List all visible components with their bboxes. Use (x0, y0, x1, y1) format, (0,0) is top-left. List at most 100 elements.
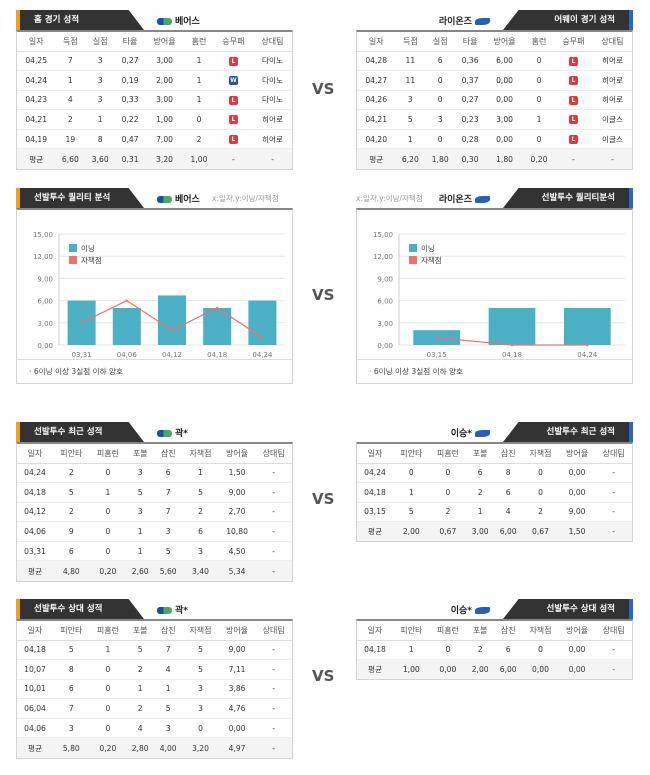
pitcher-recent-panel-right: 이승* 선발투수 최근 성적 일자 피안타 피홈런 포볼 삼진 자책점 방어율 상대팀 04,2… (356, 420, 633, 543)
lions-logo-icon (475, 196, 490, 203)
average-cell: 1,00 (184, 148, 214, 169)
table-cell: 7,11 (218, 659, 256, 680)
vs-label: VS (312, 490, 335, 508)
table-header-row: 일자 피안타 피홈런 포볼 삼진 자책점 방어율 상대팀 (357, 444, 632, 464)
point-earned-runs (170, 329, 174, 332)
table-cell: 다이노 (252, 90, 292, 111)
average-cell: 2,80 (126, 737, 155, 758)
pitcher-vs-name-right: 이승* (451, 603, 493, 616)
column-header: 타율 (115, 32, 146, 52)
point-earned-runs (435, 336, 438, 339)
table-cell: 0 (429, 463, 467, 484)
table-cell: 이글스 (592, 129, 632, 150)
table-cell: - (255, 698, 292, 719)
table-cell: 5 (53, 482, 90, 503)
bar-innings (563, 308, 611, 345)
pitcher-name-left: 곽* (154, 426, 188, 439)
table-cell: 2 (466, 640, 495, 661)
table-cell: 8 (85, 129, 116, 150)
table-cell: 0 (89, 718, 127, 739)
result-cell: L (213, 90, 253, 111)
column-header: 피홈런 (429, 444, 467, 464)
table-cell: 04,19 (17, 129, 56, 150)
average-cell: 5,34 (218, 560, 256, 581)
result-cell: W (213, 70, 253, 91)
table-row: 04,24 0 0 6 8 0 0,00- (357, 463, 632, 484)
table-row: 04,18 5 1 5 7 5 9,00- (17, 482, 292, 503)
column-header: 일자 (17, 32, 56, 52)
pitcher-name-right: 이승* (451, 426, 493, 439)
lions-logo-icon (475, 430, 490, 437)
average-label: 평균 (357, 148, 396, 169)
pitcher-vs-title-right: 선발투수 상대 성적 (503, 599, 633, 619)
table-cell: 0 (429, 640, 467, 661)
away-team-name: 라이온즈 (439, 14, 493, 27)
vs-label: VS (312, 286, 335, 304)
table-cell: - (255, 718, 292, 739)
table-cell: 4,50 (218, 541, 256, 562)
table-cell: - (255, 482, 292, 503)
legend-swatch-innings (69, 244, 77, 252)
table-cell: 0 (89, 521, 127, 542)
table-cell: 4 (154, 659, 183, 680)
pitcher-recent-header-left: 선발투수 최근 성적 곽* (16, 420, 293, 442)
column-header: 상대팀 (255, 621, 292, 641)
table-cell: 5 (182, 482, 219, 503)
table-cell: 04,18 (357, 482, 394, 503)
table-cell: 3,00 (145, 51, 185, 72)
table-cell: 2 (184, 129, 214, 150)
y-tick-label: 6,00 (377, 298, 393, 306)
bears-logo-icon (157, 607, 172, 614)
bar-innings (488, 308, 536, 345)
column-header: 삼진 (154, 444, 183, 464)
table-cell: 6 (53, 541, 90, 562)
table-cell: 0,23 (455, 109, 486, 130)
average-label: 평균 (17, 737, 54, 758)
table-cell: 0 (429, 482, 467, 503)
average-cell: 5,60 (154, 560, 183, 581)
average-cell: 4,97 (218, 737, 256, 758)
loss-badge-icon: L (228, 56, 238, 66)
average-cell: 3,00 (466, 521, 495, 542)
table-row: 04,06 9 0 1 3 6 10,80- (17, 521, 292, 542)
column-header: 피안타 (393, 621, 430, 641)
bar-innings (157, 295, 187, 345)
y-tick-label: 9,00 (377, 275, 393, 283)
average-cell: 5,80 (53, 737, 90, 758)
table-row: 04,06 3 0 4 3 0 0,00- (17, 718, 292, 739)
away-record-table: 일자 득점 실점 타율 방어율 홈런 승무패 상대팀 04,28 11 6 0,36 6,00 0 L 히어로… (357, 32, 632, 169)
table-cell: - (255, 640, 292, 661)
average-cell: 0,30 (455, 148, 486, 169)
bar-innings (203, 308, 232, 345)
axis-note-left: x:일자,y:이닝/자책점 (212, 194, 279, 203)
table-cell: 1 (524, 109, 554, 130)
loss-badge-icon: L (568, 95, 578, 105)
column-header: 삼진 (154, 621, 183, 641)
average-cell: - (592, 148, 632, 169)
quality-title-right: 선발투수 퀄리티분석 (503, 188, 633, 208)
table-cell: 3 (425, 109, 456, 130)
table-cell: 1 (154, 679, 183, 700)
average-cell: - (213, 148, 253, 169)
table-cell: 0,47 (115, 129, 146, 150)
loss-badge-icon: L (568, 134, 578, 144)
result-cell: L (213, 109, 253, 130)
y-tick-label: 12,00 (33, 253, 53, 261)
legend-label-earned-runs: 자책점 (81, 255, 102, 265)
table-cell: 1 (89, 482, 127, 503)
x-tick-label: 04,24 (577, 351, 598, 359)
legend-label-innings: 이닝 (421, 243, 435, 253)
table-cell: 4 (494, 502, 523, 523)
table-cell: 히어로 (252, 129, 292, 150)
table-cell: 04,06 (17, 521, 54, 542)
table-row: 03,15 5 2 1 4 2 9,00- (357, 502, 632, 523)
table-cell: 5 (182, 640, 219, 661)
table-cell: 4,76 (218, 698, 256, 719)
column-header: 피안타 (393, 444, 430, 464)
average-cell: 0,67 (429, 521, 467, 542)
column-header: 피홈런 (89, 621, 127, 641)
column-header: 방어율 (145, 32, 185, 52)
legend-swatch-earned-runs (409, 256, 417, 264)
average-cell: 3,20 (182, 737, 219, 758)
table-header-row: 일자 득점 실점 타율 방어율 홈런 승무패 상대팀 (357, 32, 632, 52)
